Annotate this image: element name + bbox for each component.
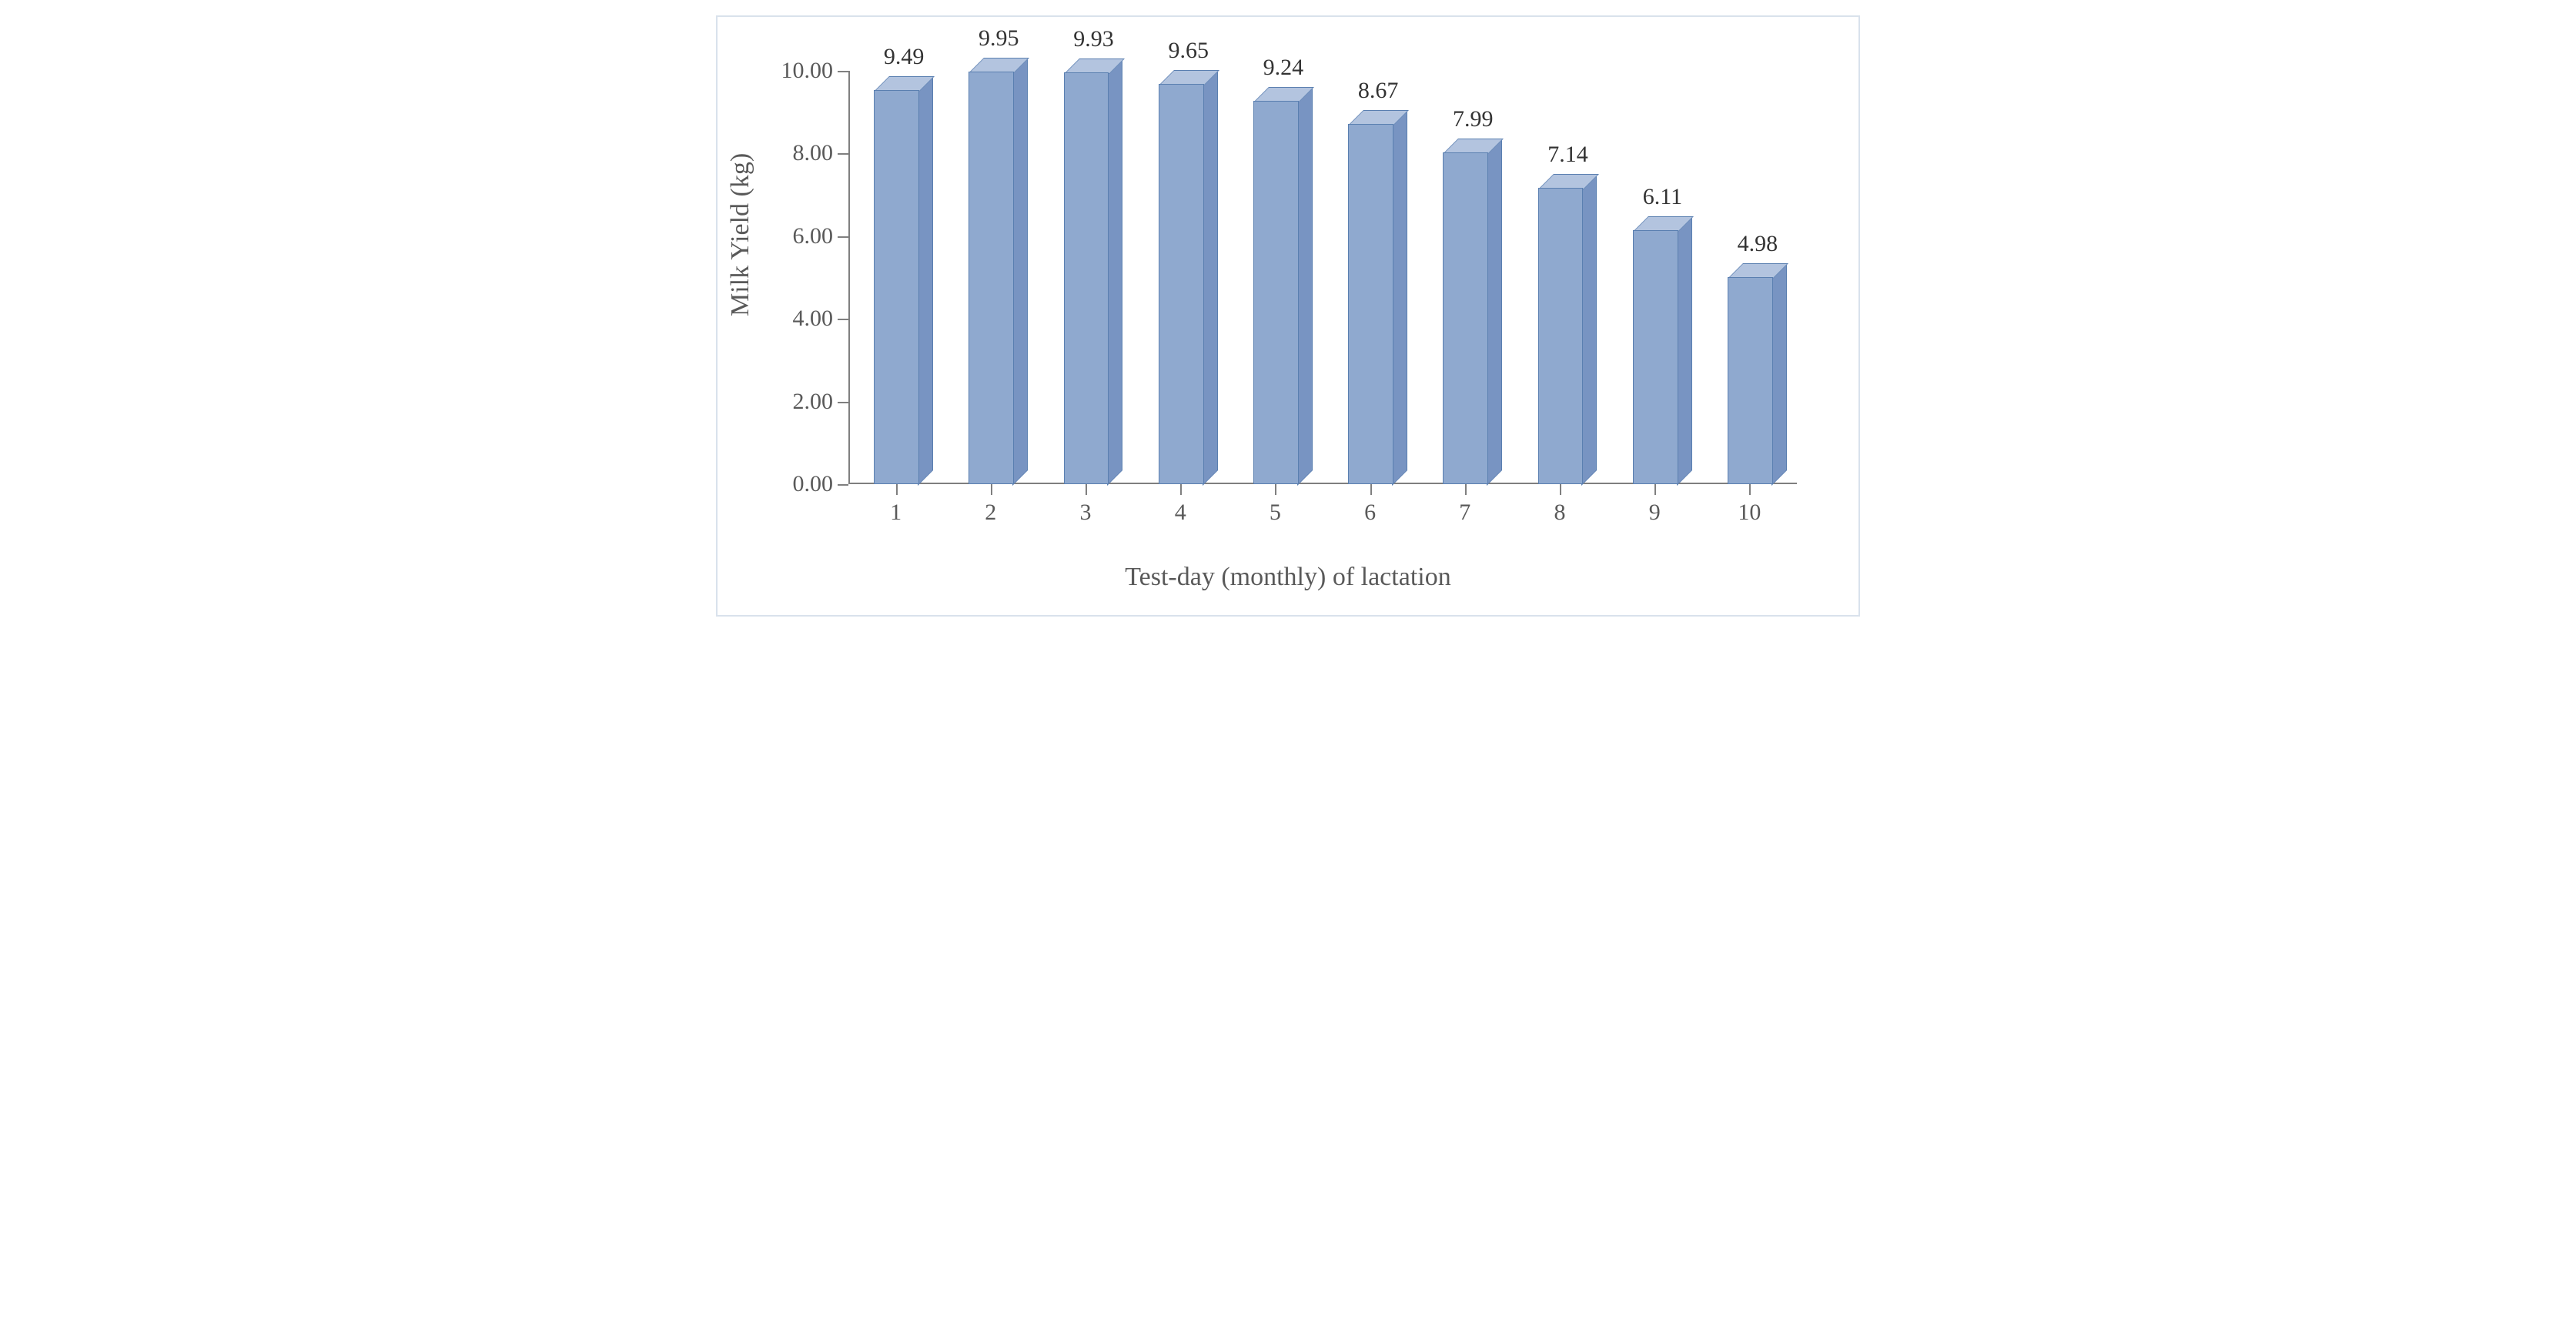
y-tick-label: 2.00 [793, 389, 834, 415]
x-tick [1086, 484, 1087, 495]
bar-face-front [1538, 188, 1584, 484]
y-tick-label: 6.00 [793, 223, 834, 249]
x-tick [1180, 484, 1182, 495]
bar-face-front [969, 72, 1014, 484]
bar-face-front [1253, 101, 1299, 484]
bar-face-front [1633, 230, 1678, 484]
bar: 9.65 [1159, 85, 1203, 484]
bar-value-label: 8.67 [1358, 78, 1399, 104]
x-category-label: 9 [1649, 500, 1661, 526]
bar-face-front [874, 90, 919, 484]
bar-face-front [1348, 124, 1393, 484]
bar-face-front [1064, 72, 1109, 484]
y-axis [848, 71, 850, 484]
bar-face-side [1203, 70, 1218, 486]
bar-face-side [1487, 139, 1502, 486]
bar-face-front [1159, 84, 1204, 484]
y-tick [838, 484, 848, 486]
bar: 9.24 [1253, 102, 1297, 484]
x-category-label: 4 [1175, 500, 1186, 526]
bar-value-label: 9.49 [884, 44, 925, 70]
y-tick [838, 319, 848, 320]
y-tick [838, 402, 848, 403]
y-tick-label: 4.00 [793, 306, 834, 332]
x-tick [991, 484, 992, 495]
x-axis-label: Test-day (monthly) of lactation [718, 563, 1858, 592]
bar-value-label: 9.65 [1168, 38, 1209, 64]
bar: 9.49 [874, 92, 918, 484]
bar-face-side [1677, 216, 1692, 486]
bar-value-label: 4.98 [1738, 230, 1778, 256]
bar-face-side [918, 76, 933, 486]
x-tick [1275, 484, 1276, 495]
bar-face-side [1771, 263, 1787, 486]
y-tick [838, 236, 848, 238]
bar-value-label: 9.24 [1263, 55, 1304, 81]
x-category-label: 8 [1554, 500, 1566, 526]
bar-face-front [1728, 277, 1773, 484]
x-tick [1749, 484, 1751, 495]
x-category-label: 10 [1738, 500, 1761, 526]
bar: 7.99 [1443, 154, 1487, 484]
bar-face-side [1107, 58, 1122, 486]
bar-value-label: 6.11 [1643, 184, 1682, 210]
x-category-label: 1 [890, 500, 902, 526]
bar: 8.67 [1348, 125, 1392, 484]
bar: 9.93 [1064, 74, 1108, 484]
x-tick [1370, 484, 1372, 495]
bar: 6.11 [1633, 232, 1677, 484]
bar-value-label: 7.99 [1453, 106, 1494, 132]
x-category-label: 7 [1459, 500, 1470, 526]
y-tick-label: 0.00 [793, 471, 834, 497]
y-tick-label: 8.00 [793, 140, 834, 166]
x-tick [896, 484, 898, 495]
x-category-label: 3 [1080, 500, 1092, 526]
bar-value-label: 9.93 [1073, 26, 1114, 52]
x-tick [1560, 484, 1561, 495]
x-tick [1465, 484, 1467, 495]
bar-value-label: 9.95 [979, 25, 1019, 51]
bar-value-label: 7.14 [1547, 141, 1588, 167]
y-axis-label: Milk Yield (kg) [726, 152, 755, 316]
bar-face-side [1297, 87, 1313, 486]
bar: 7.14 [1538, 189, 1582, 484]
x-category-label: 6 [1364, 500, 1376, 526]
bar-face-side [1581, 174, 1597, 486]
bar-face-side [1012, 58, 1028, 486]
y-tick-label: 10.00 [781, 58, 834, 84]
x-category-label: 5 [1270, 500, 1281, 526]
x-tick [1654, 484, 1656, 495]
x-category-label: 2 [985, 500, 996, 526]
plot-area: 0.002.004.006.008.0010.0019.4929.9539.93… [848, 71, 1797, 484]
bar-face-front [1443, 152, 1488, 484]
y-tick [838, 153, 848, 155]
chart-frame: Milk Yield (kg) 0.002.004.006.008.0010.0… [716, 15, 1860, 617]
bar: 9.95 [969, 73, 1012, 484]
y-tick [838, 71, 848, 72]
bar-face-side [1392, 110, 1407, 486]
bar: 4.98 [1728, 279, 1771, 484]
